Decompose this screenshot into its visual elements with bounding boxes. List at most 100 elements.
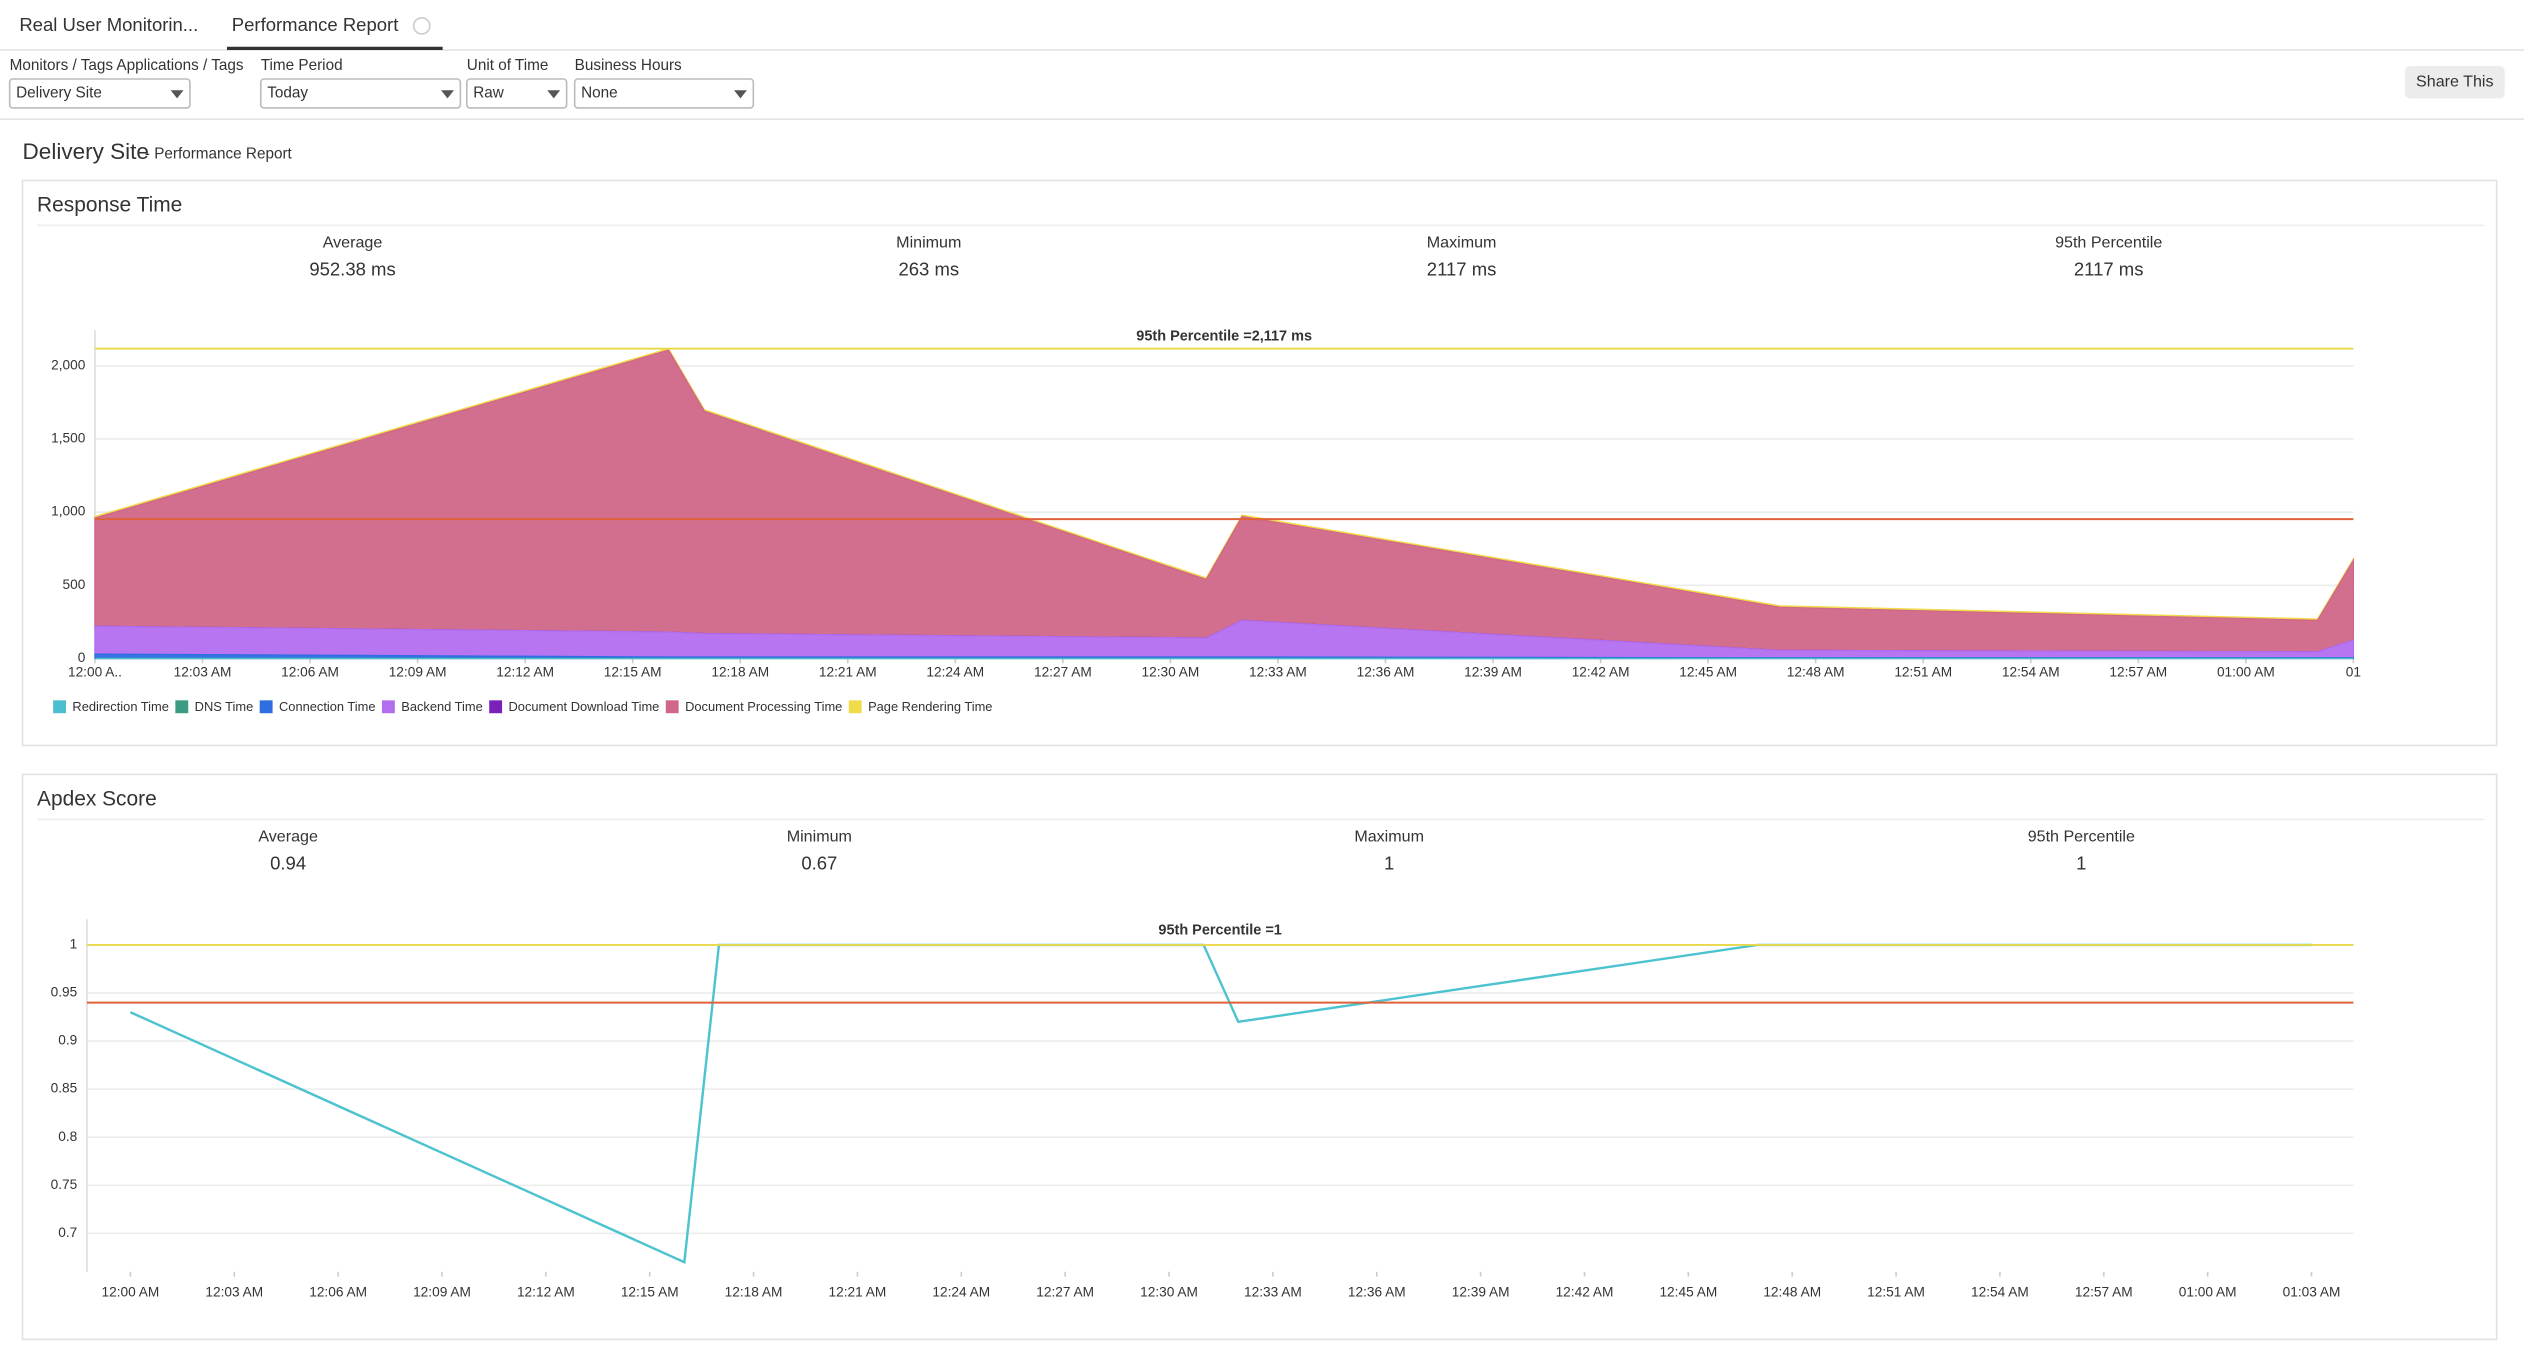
y-tick-label: 0.7: [58, 1225, 77, 1240]
legend-label[interactable]: Redirection Time: [72, 699, 168, 714]
x-tick-label: 12:51 AM: [1867, 1284, 1925, 1299]
filter-label: Unit of Time: [467, 57, 549, 74]
x-tick-label: 12:24 AM: [932, 1284, 990, 1299]
x-tick-label: 12:00 A..: [68, 665, 122, 680]
x-tick-label: 12:15 AM: [604, 665, 662, 680]
reference-label: 95th Percentile =2,117 ms: [1136, 328, 1312, 344]
x-tick-label: 12:12 AM: [517, 1284, 575, 1299]
x-tick-label: 01:00 AM: [2217, 665, 2275, 680]
x-tick-label: 12:54 AM: [2002, 665, 2060, 680]
legend-label[interactable]: Backend Time: [401, 699, 482, 714]
y-tick-label: 1,500: [51, 431, 86, 446]
share-button-label[interactable]: Share This: [2416, 72, 2493, 90]
stat-value: 952.38 ms: [309, 258, 395, 279]
y-tick-label: 0.75: [51, 1177, 78, 1192]
filter-value[interactable]: Raw: [473, 85, 505, 102]
legend-swatch: [259, 700, 273, 714]
filter-label: Business Hours: [575, 57, 682, 74]
chart-title: Apdex Score: [37, 788, 157, 811]
x-tick-label: 12:03 AM: [205, 1284, 263, 1299]
dropdown-caret: [170, 90, 184, 99]
x-tick-label: 12:57 AM: [2109, 665, 2167, 680]
stat-label: 95th Percentile: [2055, 233, 2162, 251]
x-tick-label: 01:00 AM: [2179, 1284, 2237, 1299]
legend-swatch: [53, 700, 66, 714]
close-tab-icon[interactable]: [412, 17, 431, 35]
dropdown-caret: [734, 90, 747, 99]
reference-label: 95th Percentile =1: [1158, 922, 1281, 938]
x-tick-label: 12:30 AM: [1140, 1284, 1198, 1299]
stat-label: Minimum: [787, 827, 852, 845]
filter-value[interactable]: Today: [267, 85, 308, 102]
filter-label: Time Period: [261, 57, 343, 74]
x-tick-label: 12:18 AM: [711, 665, 769, 680]
legend-swatch: [665, 700, 679, 714]
y-tick-label: 2,000: [51, 357, 86, 372]
legend-label[interactable]: Page Rendering Time: [868, 699, 992, 714]
filter-select[interactable]: [259, 78, 462, 109]
dropdown-caret: [547, 90, 561, 99]
y-tick-label: 0.8: [58, 1129, 77, 1144]
x-tick-label: 12:27 AM: [1034, 665, 1092, 680]
x-tick-label: 12:45 AM: [1679, 665, 1737, 680]
x-tick-label: 12:36 AM: [1348, 1284, 1406, 1299]
legend-label[interactable]: DNS Time: [195, 699, 254, 714]
y-tick-label: 0: [78, 650, 86, 665]
stat-value: 2117 ms: [1427, 258, 1497, 279]
x-tick-label: 12:09 AM: [413, 1284, 471, 1299]
y-tick-label: 1: [70, 937, 78, 952]
x-tick-label: 12:48 AM: [1763, 1284, 1821, 1299]
y-tick-label: 0.95: [51, 985, 78, 1000]
x-tick-label: 12:00 AM: [102, 1284, 160, 1299]
stat-label: 95th Percentile: [2028, 827, 2135, 845]
stat-value: 263 ms: [898, 258, 959, 279]
filter-value[interactable]: Delivery Site: [16, 85, 102, 102]
filter-select[interactable]: [8, 78, 191, 109]
x-tick-label: 12:18 AM: [725, 1284, 783, 1299]
tab-label[interactable]: Real User Monitorin...: [19, 14, 198, 35]
report-title: Delivery Site: [23, 139, 149, 164]
x-tick-label: 12:21 AM: [819, 665, 877, 680]
stat-label: Average: [323, 233, 383, 251]
stat-label: Maximum: [1354, 827, 1424, 845]
x-tick-label: 12:06 AM: [281, 665, 339, 680]
x-tick-label: 12:42 AM: [1556, 1284, 1614, 1299]
legend-swatch: [489, 700, 503, 714]
x-tick-label: 01: [2346, 665, 2361, 680]
filter-value[interactable]: None: [581, 85, 618, 102]
y-tick-label: 0.9: [58, 1033, 77, 1048]
x-tick-label: 12:45 AM: [1659, 1284, 1717, 1299]
filter-select[interactable]: [466, 78, 568, 109]
share-button[interactable]: [2404, 66, 2505, 99]
x-tick-label: 12:24 AM: [926, 665, 984, 680]
x-tick-label: 12:42 AM: [1572, 665, 1630, 680]
report-subtitle: - Performance Report: [145, 146, 293, 163]
legend-label[interactable]: Document Processing Time: [685, 699, 842, 714]
chart-panel: [21, 179, 2498, 747]
legend-swatch: [848, 700, 862, 714]
x-tick-label: 12:33 AM: [1249, 665, 1307, 680]
chart-panel: [21, 773, 2498, 1341]
x-tick-label: 12:12 AM: [496, 665, 554, 680]
legend-label[interactable]: Connection Time: [279, 699, 376, 714]
x-tick-label: 12:06 AM: [309, 1284, 367, 1299]
x-tick-label: 12:54 AM: [1971, 1284, 2029, 1299]
x-tick-label: 12:51 AM: [1894, 665, 1952, 680]
stat-value: 1: [2076, 852, 2086, 873]
filter-label: Monitors / Tags Applications / Tags: [10, 57, 244, 74]
filter-select[interactable]: [573, 78, 755, 109]
stat-value: 0.67: [801, 852, 837, 873]
stat-value: 1: [1384, 852, 1394, 873]
legend-swatch: [381, 700, 395, 714]
x-tick-label: 12:57 AM: [2075, 1284, 2133, 1299]
x-tick-label: 12:03 AM: [174, 665, 232, 680]
x-tick-label: 12:15 AM: [621, 1284, 679, 1299]
x-tick-label: 01:03 AM: [2283, 1284, 2341, 1299]
stat-label: Average: [258, 827, 318, 845]
legend-label[interactable]: Document Download Time: [509, 699, 660, 714]
x-tick-label: 12:27 AM: [1036, 1284, 1094, 1299]
x-tick-label: 12:21 AM: [829, 1284, 887, 1299]
tab-label[interactable]: Performance Report: [232, 14, 399, 35]
x-tick-label: 12:30 AM: [1142, 665, 1200, 680]
